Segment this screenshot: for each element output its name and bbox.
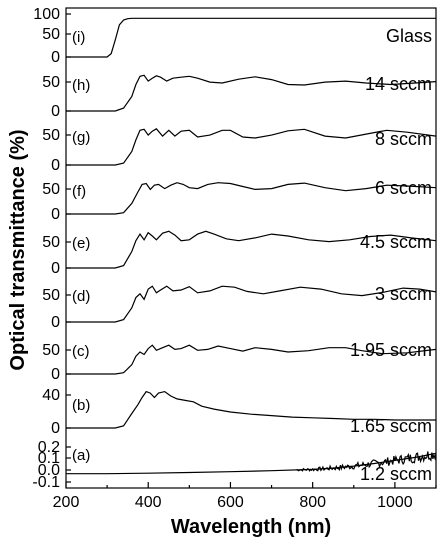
x-tick-label: 1000 (377, 494, 413, 511)
panel-tag: (i) (72, 29, 85, 46)
series-curve (66, 230, 437, 269)
sample-label: 6 sccm (375, 178, 432, 198)
y-tick-label: 100 (33, 6, 60, 23)
y-tick-label: 0 (51, 314, 60, 331)
y-tick-label: 0 (51, 420, 60, 437)
panel-f: 50 0 (f) 6 sccm (42, 178, 437, 223)
sample-label: 8 sccm (375, 129, 432, 149)
sample-label: 4.5 sccm (360, 232, 432, 252)
y-tick-label: 0.2 (38, 439, 60, 456)
x-axis-title: Wavelength (nm) (171, 516, 331, 538)
plot-frame (65, 7, 437, 489)
y-tick-label: 50 (42, 234, 60, 251)
sample-label: 3 sccm (375, 284, 432, 304)
sample-label: 1.65 sccm (350, 416, 432, 436)
panel-tag: (f) (72, 183, 86, 200)
y-tick-label: 0.1 (38, 450, 60, 467)
sample-label: 14 sccm (365, 74, 432, 94)
x-tick-label: 800 (299, 494, 326, 511)
sample-label: 1.95 sccm (350, 340, 432, 360)
y-tick-label: 50 (42, 342, 60, 359)
series-curve (66, 182, 437, 215)
x-tick-label: 200 (53, 494, 80, 511)
series-curve (66, 128, 437, 166)
y-tick-label: 50 (42, 287, 60, 304)
panel-tag: (c) (72, 343, 90, 360)
x-axis: 200 400 600 800 1000 (53, 482, 437, 511)
panel-tag: (e) (72, 235, 90, 252)
y-tick-label: 0 (51, 366, 60, 383)
panel-b: 40 0 (b) 1.65 sccm (42, 387, 436, 437)
sample-label: 1.2 sccm (360, 464, 432, 484)
y-tick-label: 40 (42, 387, 60, 404)
panel-tag: (g) (72, 129, 90, 146)
series-curve (66, 17, 436, 58)
panel-tag: (d) (72, 288, 90, 305)
y-tick-label: 0 (51, 260, 60, 277)
y-tick-label: 50 (42, 26, 60, 43)
x-tick-label: 400 (135, 494, 162, 511)
y-tick-label: 50 (42, 74, 60, 91)
y-axis-title: Optical transmittance (%) (7, 129, 29, 370)
y-tick-label: 0 (51, 157, 60, 174)
panel-g: 50 0 (g) 8 sccm (42, 127, 437, 174)
y-tick-label: 50 (42, 181, 60, 198)
sample-label: Glass (386, 26, 432, 46)
panel-d: 50 0 (d) 3 sccm (42, 284, 437, 331)
y-tick-label: 0 (51, 49, 60, 66)
y-tick-label: 50 (42, 127, 60, 144)
x-tick-label: 600 (217, 494, 244, 511)
panel-a: 0.20.10.0-0.1 (a) 1.2 sccm (32, 439, 437, 491)
panel-tag: (b) (72, 397, 90, 414)
series-noise (296, 451, 437, 472)
series-curve (66, 285, 437, 323)
y-tick-label: -0.1 (32, 474, 60, 491)
y-tick-label: 0 (51, 206, 60, 223)
y-tick-label: 0.0 (38, 462, 60, 479)
panel-tag: (h) (72, 77, 90, 94)
series-curve (66, 390, 436, 429)
series-curve (66, 344, 437, 375)
panel-e: 50 0 (e) 4.5 sccm (42, 230, 437, 277)
panel-h: 50 0 (h) 14 sccm (42, 74, 437, 120)
panel-c: 50 0 (c) 1.95 sccm (42, 340, 437, 383)
y-tick-label: 0 (51, 103, 60, 120)
panel-i: 100 50 0 (i) Glass (33, 6, 436, 66)
panel-tag: (a) (72, 447, 90, 464)
series-curve (66, 74, 437, 112)
